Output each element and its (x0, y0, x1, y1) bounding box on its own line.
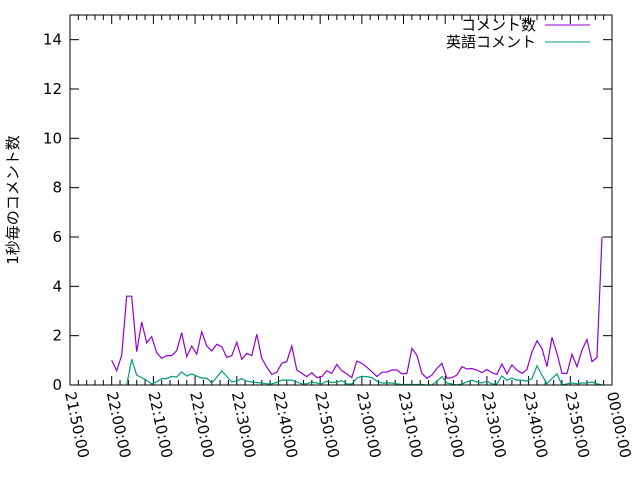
x-tick-label: 22:10:00 (144, 390, 176, 460)
y-tick-label: 14 (43, 31, 62, 49)
legend-label-0: コメント数 (461, 16, 536, 34)
x-tick-label: 23:00:00 (353, 390, 385, 460)
series-line-0 (111, 236, 603, 380)
x-tick-label: 22:50:00 (311, 390, 343, 460)
x-tick-label: 23:40:00 (520, 390, 552, 460)
x-tick-label: 00:00:00 (603, 390, 635, 460)
y-tick-label: 0 (52, 376, 62, 394)
y-tick-label: 8 (52, 179, 62, 197)
series-line-1 (126, 359, 603, 386)
x-tick-label: 23:30:00 (478, 390, 510, 460)
y-tick-label: 6 (52, 228, 62, 246)
x-tick-label: 22:40:00 (270, 390, 302, 460)
y-tick-label: 4 (52, 277, 62, 295)
y-tick-label: 2 (52, 327, 62, 345)
axis-ticks (69, 15, 613, 386)
y-tick-label: 10 (43, 129, 62, 147)
x-tick-label: 23:20:00 (436, 390, 468, 460)
y-tick-labels: 0 2 4 6 8 10 12 14 (43, 31, 62, 394)
x-tick-labels: 21:50:00 22:00:00 22:10:00 22:20:00 22:30:00… (61, 390, 635, 460)
x-tick-label: 22:20:00 (186, 390, 218, 460)
x-tick-label: 21:50:00 (61, 390, 93, 460)
x-tick-label: 22:30:00 (228, 390, 260, 460)
y-tick-label: 12 (43, 80, 62, 98)
plot-frame (69, 14, 613, 386)
series-lines (111, 236, 603, 386)
legend-label-1: 英語コメント (446, 33, 536, 51)
x-tick-label: 23:50:00 (561, 390, 593, 460)
legend: コメント数 英語コメント (446, 16, 590, 51)
x-tick-label: 23:10:00 (395, 390, 427, 460)
y-axis-label: 1秒毎のコメント数 (4, 135, 22, 265)
x-tick-label: 22:00:00 (103, 390, 135, 460)
